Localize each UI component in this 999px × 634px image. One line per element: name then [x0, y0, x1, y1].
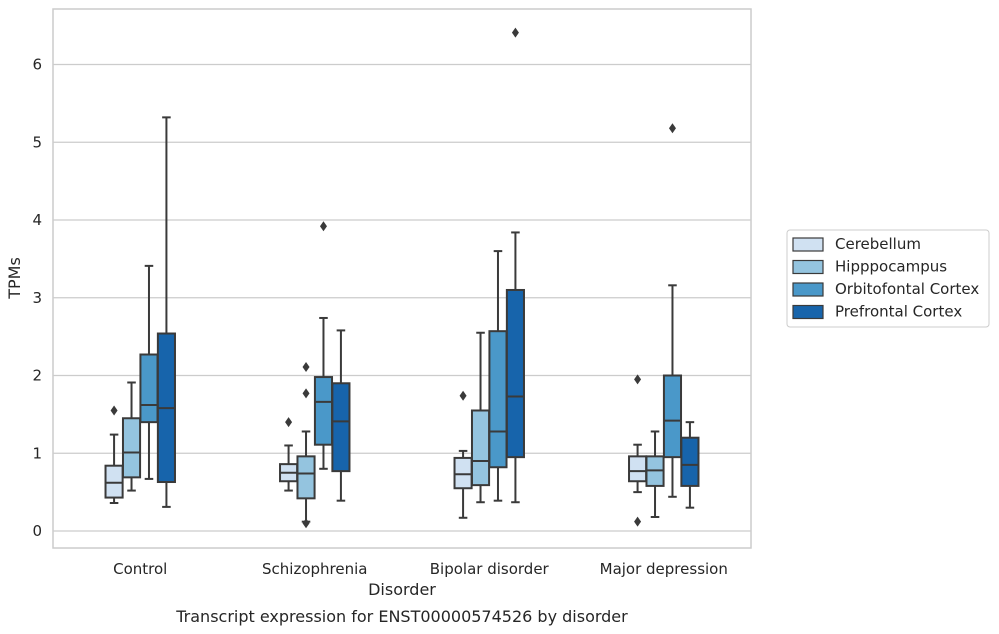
outlier-point — [302, 388, 310, 399]
iqr-box — [488, 330, 508, 469]
x-tick-label: Control — [113, 560, 167, 578]
box-orbitofontal-cortex — [488, 250, 508, 502]
iqr-box — [104, 464, 124, 499]
iqr-box — [662, 374, 683, 459]
legend-label: Orbitofontal Cortex — [835, 280, 979, 298]
outlier-point — [634, 374, 642, 385]
x-tick-labels: Control Schizophrenia Bipolar disorder Majo… — [113, 560, 728, 578]
box-prefrontal-cortex — [505, 27, 525, 504]
outlier-point — [302, 518, 310, 529]
box-hipppocampus — [645, 430, 665, 519]
box-hipppocampus — [296, 361, 316, 529]
iqr-box — [505, 288, 525, 459]
legend-items: Cerebellum Hipppocampus Orbitofontal Corte… — [792, 235, 979, 321]
y-tick-label: 3 — [32, 289, 42, 307]
legend-label: Cerebellum — [835, 235, 921, 253]
outlier-point — [110, 405, 118, 416]
x-axis-title: Disorder — [368, 580, 436, 599]
legend-swatch — [792, 282, 824, 297]
plot-frame — [52, 8, 752, 549]
box-cerebellum — [104, 405, 124, 505]
box-orbitofontal-cortex — [313, 221, 334, 470]
y-tick-label: 0 — [32, 522, 42, 540]
legend-label: Hipppocampus — [835, 258, 947, 276]
box-cerebellum — [279, 417, 299, 492]
y-tick-label: 2 — [32, 367, 42, 385]
legend-swatch — [792, 259, 824, 275]
outlier-point — [302, 361, 310, 372]
box-hipppocampus — [121, 381, 142, 492]
box-cerebellum — [453, 390, 473, 519]
box-cerebellum — [628, 374, 648, 527]
iqr-box — [453, 456, 473, 490]
box-prefrontal-cortex — [680, 421, 700, 509]
y-tick-label: 6 — [32, 56, 42, 74]
x-tick-label: Schizophrenia — [262, 560, 367, 578]
box-orbitofontal-cortex — [662, 123, 683, 498]
y-tick-label: 4 — [32, 211, 42, 229]
iqr-box — [331, 382, 351, 473]
outlier-point — [634, 516, 642, 527]
box-prefrontal-cortex — [156, 116, 176, 508]
iqr-box — [121, 417, 142, 479]
y-tick-labels: 0 1 2 3 4 5 6 — [32, 56, 42, 541]
outlier-point — [459, 390, 467, 401]
x-tick-label: Major depression — [600, 560, 728, 578]
outlier-point — [319, 221, 327, 232]
chart-caption: Transcript expression for ENST0000057452… — [175, 607, 628, 626]
iqr-box — [628, 455, 648, 483]
outlier-point — [285, 417, 293, 428]
y-tick-label: 5 — [32, 133, 42, 151]
x-tick-label: Bipolar disorder — [430, 560, 550, 578]
y-tick-label: 1 — [32, 444, 42, 462]
box-hipppocampus — [470, 331, 491, 504]
iqr-box — [139, 353, 159, 424]
iqr-box — [680, 436, 700, 487]
box-prefrontal-cortex — [331, 329, 351, 502]
plot-boxes — [104, 27, 700, 529]
legend-swatch — [792, 304, 824, 320]
legend: Cerebellum Hipppocampus Orbitofontal Corte… — [786, 229, 990, 328]
iqr-box — [313, 376, 334, 446]
legend-frame — [786, 229, 990, 328]
y-axis-title: TPMs — [5, 257, 24, 300]
iqr-box — [296, 455, 316, 500]
legend-swatch — [792, 237, 824, 252]
iqr-box — [470, 409, 491, 487]
outlier-point — [668, 123, 676, 134]
outlier-point — [511, 27, 519, 38]
legend-label: Prefrontal Cortex — [835, 303, 962, 321]
box-orbitofontal-cortex — [139, 264, 159, 480]
